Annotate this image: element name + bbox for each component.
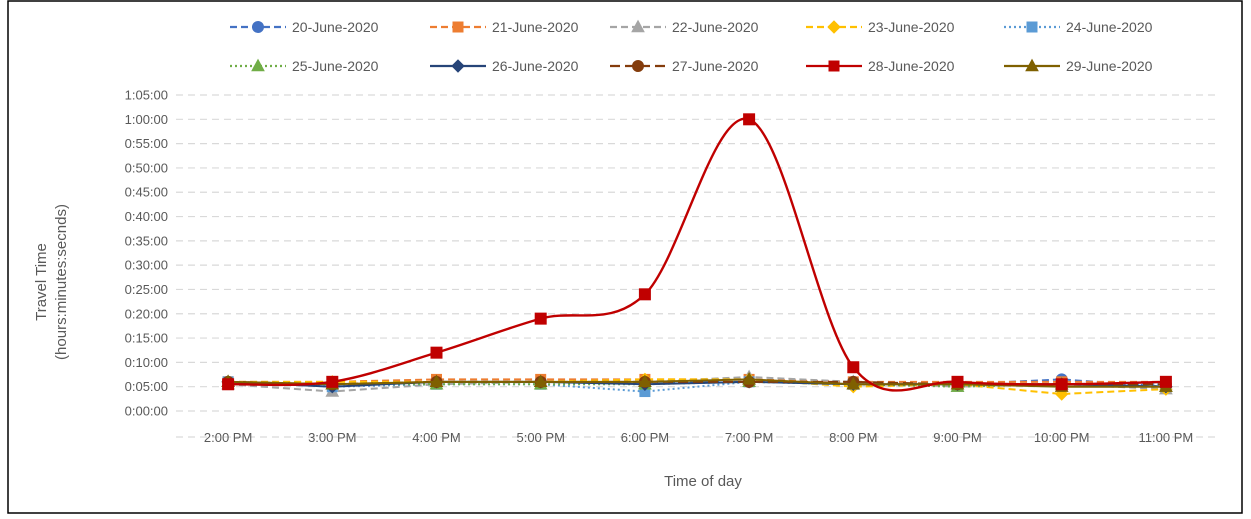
y-axis-title: Travel Time (hours:minutes:secnds) [33, 204, 70, 360]
legend-label: 24-June-2020 [1066, 19, 1153, 35]
chart-border [7, 0, 1243, 514]
y-tick-label: 0:20:00 [125, 306, 168, 321]
data-point [326, 375, 339, 388]
legend-marker [1026, 21, 1038, 33]
legend-item: 29-June-2020 [1004, 58, 1153, 74]
legend-label: 21-June-2020 [492, 19, 579, 35]
x-tick-label: 8:00 PM [829, 430, 877, 445]
legend-marker [452, 21, 464, 33]
data-point [222, 378, 235, 391]
legend-marker [451, 59, 465, 73]
legend-marker [828, 60, 840, 72]
legend-item: 28-June-2020 [806, 58, 955, 74]
y-tick-label: 0:50:00 [125, 160, 168, 175]
legend-label: 25-June-2020 [292, 58, 379, 74]
data-point [1159, 375, 1172, 388]
legend-item: 25-June-2020 [230, 58, 379, 74]
data-point [743, 113, 756, 126]
y-tick-label: 0:35:00 [125, 233, 168, 248]
legend: 20-June-2020 21-June-2020 22-June-2020 23-J… [230, 19, 1153, 74]
y-tick-label: 0:55:00 [125, 136, 168, 151]
y-axis-title-line2: (hours:minutes:secnds) [53, 204, 70, 360]
x-axis-title: Time of day [664, 473, 742, 490]
legend-item: 23-June-2020 [806, 19, 955, 35]
y-tick-label: 1:00:00 [125, 112, 168, 127]
data-point [742, 372, 756, 385]
legend-item: 22-June-2020 [610, 19, 759, 35]
data-point [951, 375, 964, 388]
data-point [429, 374, 444, 388]
legend-label: 26-June-2020 [492, 58, 579, 74]
x-tick-label: 5:00 PM [516, 430, 564, 445]
y-axis-ticks: 0:00:00 0:05:00 0:10:00 0:15:00 0:20:00 0:25:… [125, 88, 168, 419]
y-tick-label: 0:45:00 [125, 185, 168, 200]
legend-marker [827, 20, 841, 34]
legend-label: 22-June-2020 [672, 19, 759, 35]
legend-item: 27-June-2020 [610, 58, 759, 74]
x-tick-label: 11:00 PM [1139, 430, 1194, 445]
data-point [846, 376, 861, 390]
y-tick-label: 0:30:00 [125, 258, 168, 273]
legend-marker [1025, 58, 1039, 72]
x-tick-label: 4:00 PM [412, 430, 460, 445]
data-point [638, 374, 652, 388]
x-tick-label: 10:00 PM [1034, 430, 1090, 445]
series-line [228, 380, 1166, 393]
y-axis-title-line1: Travel Time [33, 243, 50, 321]
legend-label: 23-June-2020 [868, 19, 955, 35]
x-axis-ticks: 2:00 PM 3:00 PM 4:00 PM 5:00 PM 6:00 PM 7:00 … [176, 430, 1218, 445]
x-tick-label: 9:00 PM [933, 430, 981, 445]
series-layer [221, 113, 1173, 401]
x-tick-label: 7:00 PM [725, 430, 773, 445]
data-point [847, 361, 860, 374]
legend-item: 26-June-2020 [430, 58, 579, 74]
data-point [1055, 378, 1068, 391]
legend-marker [252, 21, 264, 33]
y-tick-label: 0:40:00 [125, 209, 168, 224]
legend-marker [631, 19, 645, 33]
series-line [228, 117, 1166, 392]
legend-item: 20-June-2020 [230, 19, 379, 35]
y-tick-label: 1:05:00 [125, 88, 168, 103]
series-line [228, 378, 1166, 395]
legend-label: 20-June-2020 [292, 19, 379, 35]
series-line [228, 378, 1166, 388]
x-tick-label: 6:00 PM [621, 430, 669, 445]
series-28-June-2020 [222, 113, 1172, 392]
data-point [534, 312, 547, 325]
data-point [533, 374, 548, 388]
y-tick-label: 0:15:00 [125, 331, 168, 346]
x-tick-label: 3:00 PM [308, 430, 356, 445]
x-tick-label: 2:00 PM [204, 430, 252, 445]
legend-label: 27-June-2020 [672, 58, 759, 74]
y-tick-label: 0:00:00 [125, 404, 168, 419]
legend-item: 21-June-2020 [430, 19, 579, 35]
data-point [638, 288, 651, 301]
y-tick-label: 0:10:00 [125, 355, 168, 370]
y-tick-label: 0:25:00 [125, 282, 168, 297]
legend-label: 28-June-2020 [868, 58, 955, 74]
legend-item: 24-June-2020 [1004, 19, 1153, 35]
legend-marker [632, 60, 644, 72]
y-tick-label: 0:05:00 [125, 379, 168, 394]
data-point [430, 346, 443, 359]
legend-label: 29-June-2020 [1066, 58, 1153, 74]
legend-marker [251, 58, 265, 72]
